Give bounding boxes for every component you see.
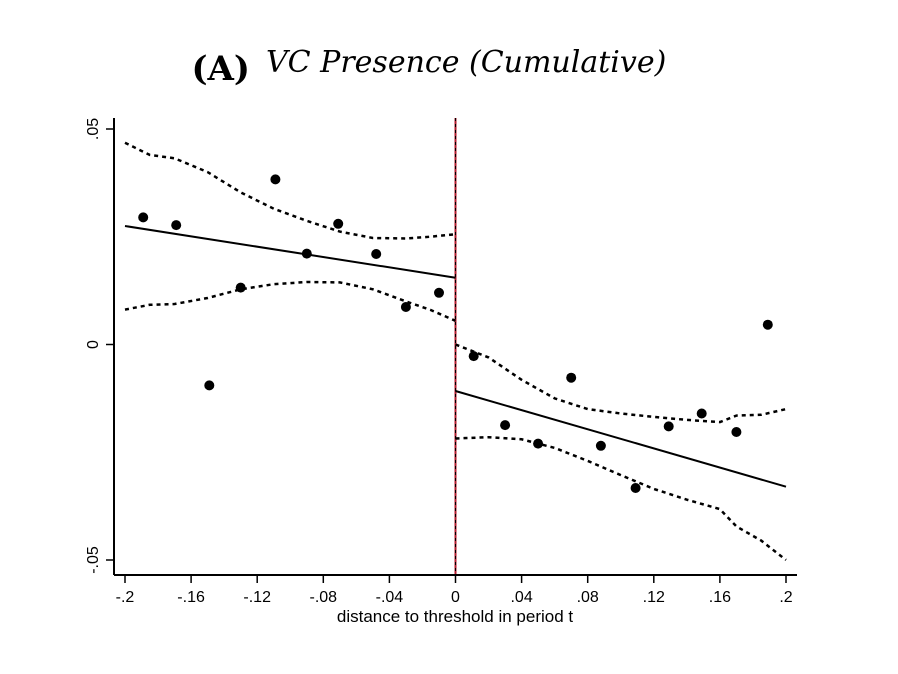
ci-right-upper-line <box>455 343 787 424</box>
fit-right-line <box>455 390 787 488</box>
ci-left-lower-line <box>124 280 456 322</box>
y-tick-label: .05 <box>85 118 102 140</box>
scatter-point <box>270 174 281 185</box>
x-tick-label: .12 <box>643 589 665 606</box>
x-tick-label: .08 <box>577 589 599 606</box>
ci-left-upper-line <box>124 141 456 240</box>
scatter-point <box>566 372 577 383</box>
plot-area <box>124 118 787 575</box>
scatter-point <box>533 438 544 449</box>
x-tick-label: -.12 <box>243 589 271 606</box>
x-tick-label: .04 <box>510 589 532 606</box>
y-tick-label: 0 <box>85 340 102 349</box>
scatter-point <box>371 249 382 259</box>
scatter-point <box>696 408 707 419</box>
scatter-point <box>663 421 674 432</box>
scatter-point <box>138 212 149 223</box>
x-tick-label: -.04 <box>376 589 404 606</box>
x-tick-label: -.16 <box>177 589 205 606</box>
scatter-point <box>400 302 411 312</box>
chart-title-prefix: (A) <box>191 49 250 89</box>
x-axis-ticks: -.2 -.16 -.12 -.08 -.04 0 .04 .08 .12 .16 .2 <box>116 575 793 606</box>
x-tick-label: .16 <box>709 589 731 606</box>
x-tick-label: 0 <box>451 589 460 606</box>
chart-title: VC Presence (Cumulative) <box>266 45 666 80</box>
ci-right-lower-line <box>455 435 787 561</box>
x-tick-label: -.2 <box>116 589 135 606</box>
scatter-point <box>595 440 606 451</box>
y-tick-label: -.05 <box>85 546 102 574</box>
scatter-point <box>500 420 511 431</box>
scatter-point <box>204 380 215 391</box>
scatter-point <box>301 248 312 259</box>
scatter-point <box>762 319 773 330</box>
scatter-point <box>434 287 444 298</box>
scatter-point <box>731 427 742 437</box>
scatter-point <box>468 351 479 362</box>
scatter-point <box>235 282 246 293</box>
x-axis-label: distance to threshold in period t <box>337 607 574 626</box>
x-tick-label: .2 <box>779 589 792 606</box>
fit-left-line <box>124 225 456 279</box>
scatter-point <box>630 483 641 493</box>
scatter-point <box>333 218 344 229</box>
x-tick-label: -.08 <box>310 589 338 606</box>
y-axis-ticks: -.05 0 .05 <box>85 118 114 574</box>
scatter-point <box>171 220 182 231</box>
